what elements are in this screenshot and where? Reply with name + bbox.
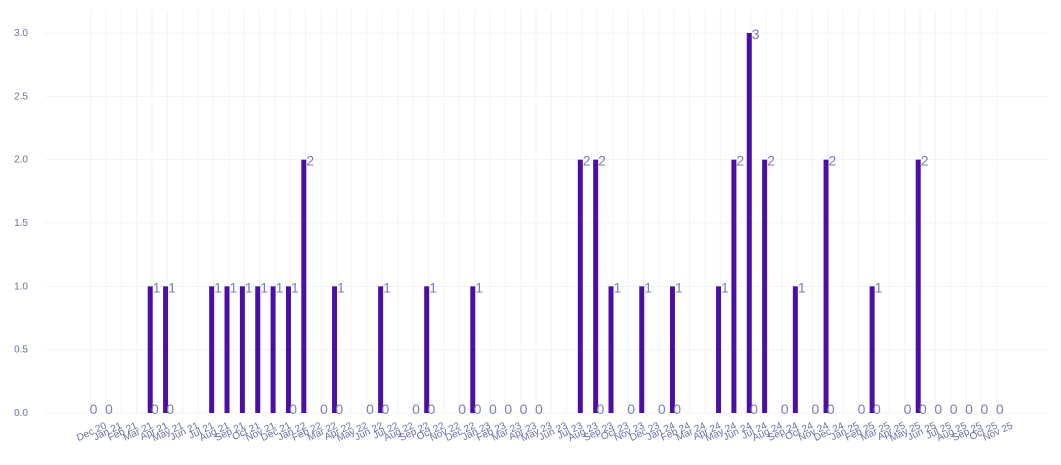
data-label: 0	[458, 401, 466, 417]
data-label: 1	[230, 279, 238, 295]
data-label: 0	[105, 401, 113, 417]
y-tick-label: 3.0	[14, 28, 28, 39]
bar	[285, 286, 291, 413]
data-label: 0	[781, 401, 789, 417]
data-label: 0	[673, 401, 681, 417]
data-label: 0	[996, 401, 1004, 417]
data-label: 0	[812, 401, 820, 417]
data-label: 0	[166, 401, 174, 417]
bar	[163, 286, 169, 413]
bar	[869, 286, 875, 413]
data-label: 2	[736, 153, 744, 169]
data-label: 0	[750, 401, 758, 417]
data-label: 0	[489, 401, 497, 417]
data-label: 0	[627, 401, 635, 417]
data-label: 1	[291, 279, 299, 295]
grid-lines	[45, 10, 1048, 414]
data-label: 1	[721, 279, 729, 295]
data-label: 2	[306, 153, 314, 169]
data-label: 2	[767, 153, 775, 169]
data-label: 1	[644, 279, 652, 295]
bar	[639, 286, 645, 413]
bar	[731, 159, 737, 413]
data-label: 1	[214, 279, 222, 295]
data-label: 1	[383, 279, 391, 295]
data-label: 1	[475, 279, 483, 295]
bar	[608, 286, 614, 413]
data-label: 0	[289, 401, 297, 417]
data-label: 1	[168, 279, 176, 295]
data-label: 2	[829, 153, 837, 169]
data-label: 0	[412, 401, 420, 417]
data-label: 0	[151, 401, 159, 417]
bar	[823, 159, 829, 413]
bar	[424, 286, 430, 413]
data-label: 0	[504, 401, 512, 417]
data-label: 0	[950, 401, 958, 417]
data-label: 0	[658, 401, 666, 417]
data-label: 0	[366, 401, 374, 417]
data-label: 0	[520, 401, 528, 417]
bar	[593, 159, 599, 413]
data-label: 1	[675, 279, 683, 295]
data-label: 0	[320, 401, 328, 417]
data-label: 2	[598, 153, 606, 169]
bar	[378, 286, 384, 413]
data-label: 0	[535, 401, 543, 417]
data-label: 0	[873, 401, 881, 417]
data-label: 0	[90, 401, 98, 417]
data-label: 0	[335, 401, 343, 417]
bar	[332, 286, 338, 413]
data-label: 0	[904, 401, 912, 417]
data-label: 1	[260, 279, 268, 295]
bar	[147, 286, 153, 413]
data-label: 2	[921, 153, 929, 169]
bar	[915, 159, 921, 413]
data-label: 0	[474, 401, 482, 417]
data-label: 1	[798, 279, 806, 295]
y-tick-label: 1.0	[14, 281, 28, 292]
data-label: 0	[381, 401, 389, 417]
bar	[301, 159, 307, 413]
bar	[470, 286, 476, 413]
bar	[762, 159, 768, 413]
bar	[270, 286, 276, 413]
data-label: 0	[965, 401, 973, 417]
bar	[577, 159, 583, 413]
bar	[224, 286, 230, 413]
data-label: 0	[428, 401, 436, 417]
data-label: 1	[245, 279, 253, 295]
data-label: 0	[827, 401, 835, 417]
bar	[209, 286, 215, 413]
bar	[746, 32, 752, 414]
bar	[792, 286, 798, 413]
data-label: 2	[583, 153, 591, 169]
data-label: 0	[919, 401, 927, 417]
data-label: 1	[875, 279, 883, 295]
data-label: 0	[596, 401, 604, 417]
data-label: 0	[934, 401, 942, 417]
bar	[669, 286, 675, 413]
y-tick-label: 0.0	[14, 408, 28, 419]
data-label: 1	[337, 279, 345, 295]
y-axis-ticks: 0.0 0.5 1.0 1.5 2.0 2.5 3.0	[14, 28, 28, 419]
bars	[147, 32, 921, 414]
y-tick-label: 0.5	[14, 345, 28, 356]
data-label: 1	[276, 279, 284, 295]
y-tick-label: 2.0	[14, 155, 28, 166]
data-label: 3	[752, 26, 760, 42]
data-label: 1	[153, 279, 161, 295]
data-label: 0	[980, 401, 988, 417]
y-tick-label: 2.5	[14, 91, 28, 102]
data-label: 0	[858, 401, 866, 417]
bar	[239, 286, 245, 413]
bar	[716, 286, 722, 413]
y-tick-label: 1.5	[14, 218, 28, 229]
data-label: 1	[429, 279, 437, 295]
data-label: 1	[614, 279, 622, 295]
bar	[255, 286, 261, 413]
